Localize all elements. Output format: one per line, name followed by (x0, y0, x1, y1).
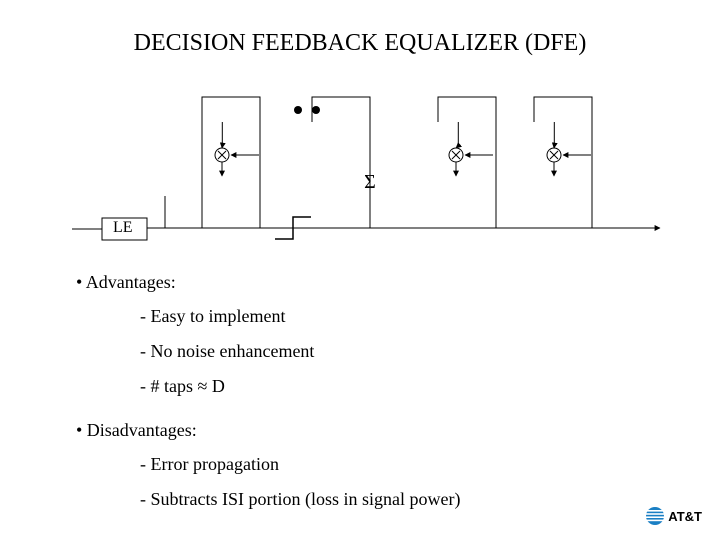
advantage-item: - No noise enhancement (140, 341, 314, 362)
globe-icon (645, 506, 665, 526)
logo-text: AT&T (668, 509, 702, 524)
disadvantage-item: - Error propagation (140, 454, 279, 475)
att-logo: AT&T (645, 506, 702, 526)
le-block-label: LE (113, 219, 133, 237)
disadvantages-heading: • Disadvantages: (76, 420, 197, 441)
disadvantage-item: - Subtracts ISI portion (loss in signal … (140, 489, 460, 510)
advantage-item: - Easy to implement (140, 306, 285, 327)
advantage-item: - # taps ≈ D (140, 376, 225, 397)
dfe-diagram: Σ (0, 0, 720, 260)
advantages-heading: • Advantages: (76, 272, 176, 293)
